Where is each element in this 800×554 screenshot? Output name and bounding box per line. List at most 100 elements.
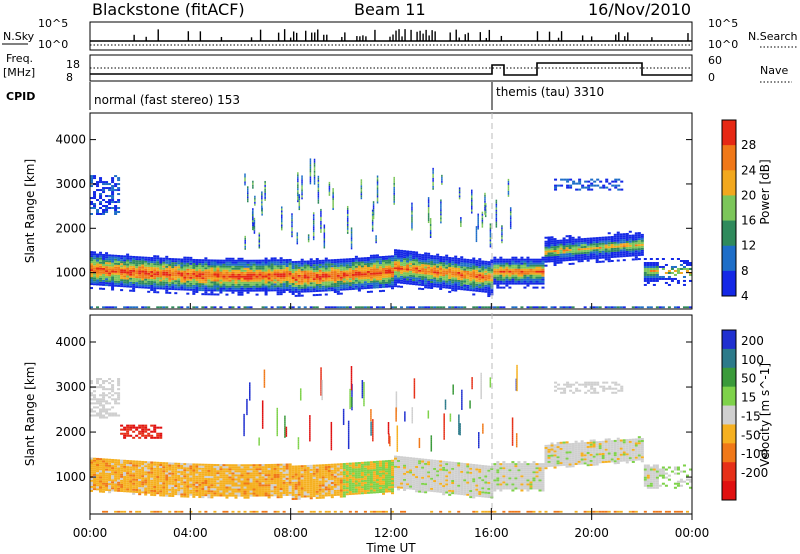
power-cell bbox=[643, 261, 647, 264]
power-cell bbox=[397, 265, 401, 268]
velocity-cell bbox=[114, 459, 118, 462]
power-cell bbox=[234, 277, 238, 280]
power-cell bbox=[622, 249, 626, 252]
freq-unit-label: [MHz] bbox=[3, 66, 35, 79]
power-cell bbox=[469, 259, 473, 262]
power-cell bbox=[296, 240, 299, 243]
power-cell bbox=[159, 306, 163, 309]
power-cell bbox=[436, 259, 440, 262]
power-cell bbox=[342, 280, 346, 283]
power-cell bbox=[313, 174, 316, 177]
power-cell bbox=[475, 283, 479, 286]
power-cell bbox=[369, 266, 373, 269]
power-cell bbox=[357, 257, 361, 260]
power-cell bbox=[225, 277, 229, 280]
power-cell bbox=[276, 273, 280, 276]
power-cell bbox=[285, 271, 289, 274]
power-cell bbox=[400, 285, 404, 288]
power-cell bbox=[586, 245, 590, 248]
power-cell bbox=[538, 260, 542, 263]
power-cell bbox=[327, 263, 331, 266]
power-cell bbox=[96, 273, 100, 276]
power-cell bbox=[394, 253, 398, 256]
power-cell bbox=[90, 212, 94, 215]
power-cell bbox=[354, 263, 358, 266]
velocity-cell bbox=[207, 486, 211, 489]
power-cell bbox=[99, 259, 103, 262]
power-cell bbox=[375, 286, 379, 289]
power-cell bbox=[135, 260, 139, 263]
power-cell bbox=[111, 181, 115, 184]
power-cell bbox=[544, 254, 548, 257]
power-cell bbox=[123, 281, 127, 284]
power-cell bbox=[312, 286, 316, 289]
power-cell bbox=[303, 272, 307, 275]
power-cell bbox=[351, 257, 355, 260]
power-cell bbox=[598, 236, 602, 239]
power-cell bbox=[120, 289, 124, 292]
power-cell bbox=[616, 233, 620, 236]
velocity-cell bbox=[225, 510, 229, 513]
power-cell bbox=[105, 207, 109, 210]
power-cell bbox=[281, 208, 283, 211]
power-cell bbox=[406, 280, 410, 283]
power-cell bbox=[96, 265, 100, 268]
power-cell bbox=[244, 247, 246, 250]
power-cell bbox=[526, 262, 530, 265]
power-cell bbox=[454, 281, 458, 284]
power-cell bbox=[138, 280, 142, 283]
power-cell bbox=[282, 289, 286, 292]
velocity-cell bbox=[165, 478, 169, 481]
power-cell bbox=[427, 276, 431, 279]
power-cell bbox=[439, 306, 443, 309]
power-cell bbox=[281, 226, 283, 229]
power-cell bbox=[327, 306, 331, 309]
velocity-cell bbox=[150, 510, 154, 513]
power-cell bbox=[493, 270, 497, 273]
velocity-cell bbox=[99, 484, 103, 487]
velocity-cell bbox=[261, 488, 265, 491]
power-cell bbox=[225, 265, 229, 268]
power-cell bbox=[568, 306, 572, 309]
power-cell bbox=[569, 184, 573, 187]
power-cell bbox=[471, 195, 473, 198]
power-cell bbox=[288, 264, 292, 267]
power-cell bbox=[126, 259, 130, 262]
velocity-cell bbox=[114, 487, 118, 490]
power-cell bbox=[114, 260, 118, 263]
velocity-cell bbox=[150, 481, 154, 484]
power-cell bbox=[339, 278, 343, 281]
power-cell bbox=[501, 239, 503, 242]
range-tick-label: 3000 bbox=[55, 177, 86, 191]
power-cell bbox=[258, 242, 261, 245]
power-cell bbox=[487, 273, 491, 276]
power-cell bbox=[282, 291, 286, 294]
power-cell bbox=[153, 275, 157, 278]
power-cell bbox=[237, 271, 241, 274]
velocity-cell bbox=[117, 483, 121, 486]
power-cell bbox=[132, 277, 136, 280]
power-cell bbox=[313, 158, 316, 161]
power-cell bbox=[375, 268, 379, 271]
power-cell bbox=[372, 207, 375, 210]
power-cell bbox=[598, 252, 602, 255]
power-cell bbox=[111, 270, 115, 273]
power-cell bbox=[162, 265, 166, 268]
power-cell bbox=[342, 282, 346, 285]
velocity-cell bbox=[156, 486, 160, 489]
velocity-cell bbox=[216, 472, 220, 475]
velocity-cell bbox=[111, 469, 115, 472]
power-cell bbox=[105, 209, 109, 211]
velocity-cell bbox=[213, 492, 217, 495]
power-cell bbox=[93, 197, 97, 200]
velocity-cell bbox=[204, 465, 208, 468]
power-cell bbox=[472, 285, 476, 288]
velocity-cell bbox=[261, 490, 265, 493]
velocity-cell bbox=[153, 510, 157, 513]
power-cell bbox=[93, 193, 97, 196]
range-tick-label: 4000 bbox=[55, 133, 86, 147]
power-cell bbox=[264, 273, 268, 276]
power-cell bbox=[445, 272, 449, 275]
power-cell bbox=[640, 253, 644, 256]
power-cell bbox=[529, 258, 533, 261]
